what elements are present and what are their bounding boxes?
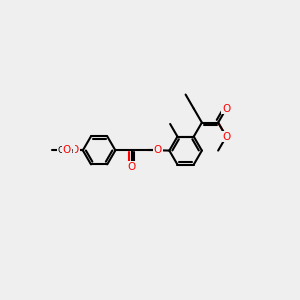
Text: O: O bbox=[222, 132, 230, 142]
Text: O: O bbox=[222, 103, 230, 114]
Text: O: O bbox=[128, 161, 136, 172]
Text: O: O bbox=[70, 145, 79, 155]
Text: O: O bbox=[154, 145, 162, 155]
Text: O: O bbox=[62, 145, 71, 155]
Text: CH₃: CH₃ bbox=[57, 146, 74, 155]
